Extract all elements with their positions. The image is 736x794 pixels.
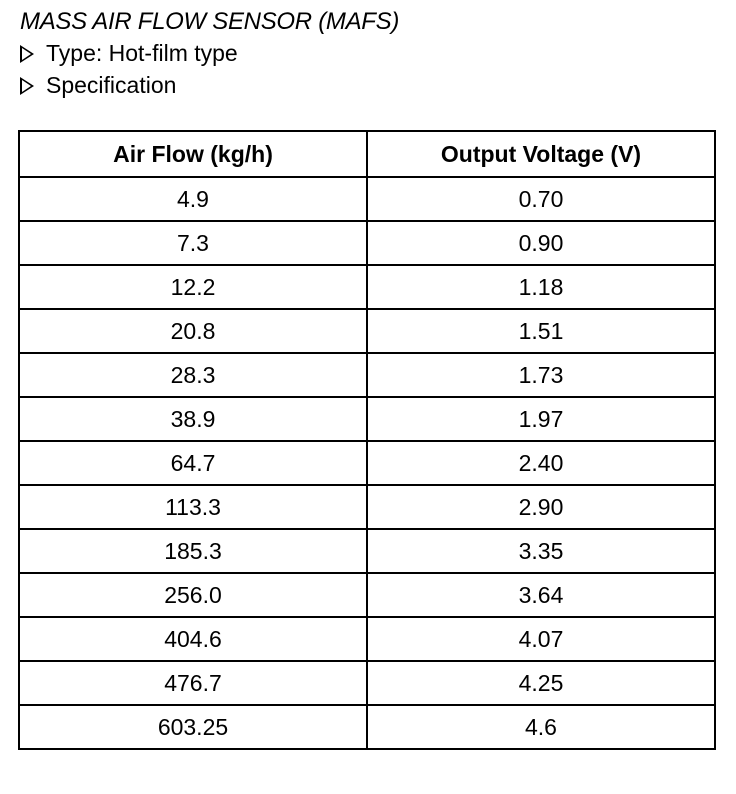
air-flow-cell: 256.0	[18, 572, 368, 618]
table-row: 64.7 2.40	[18, 440, 716, 486]
table-row: 28.3 1.73	[18, 352, 716, 398]
table-row: 20.8 1.51	[18, 308, 716, 354]
spec-table: Air Flow (kg/h) Output Voltage (V) 4.9 0.…	[18, 130, 716, 750]
air-flow-cell: 404.6	[18, 616, 368, 662]
output-voltage-cell: 0.70	[366, 176, 716, 222]
section-title: MASS AIR FLOW SENSOR (MAFS)	[20, 8, 400, 35]
table-row: 12.2 1.18	[18, 264, 716, 310]
output-voltage-cell: 4.25	[366, 660, 716, 706]
table-row: 404.6 4.07	[18, 616, 716, 662]
air-flow-cell: 476.7	[18, 660, 368, 706]
header-output-voltage: Output Voltage (V)	[366, 130, 716, 178]
table-row: 4.9 0.70	[18, 176, 716, 222]
output-voltage-cell: 1.18	[366, 264, 716, 310]
air-flow-cell: 20.8	[18, 308, 368, 354]
air-flow-cell: 64.7	[18, 440, 368, 486]
table-row: 476.7 4.25	[18, 660, 716, 706]
air-flow-cell: 38.9	[18, 396, 368, 442]
air-flow-cell: 4.9	[18, 176, 368, 222]
output-voltage-cell: 3.64	[366, 572, 716, 618]
air-flow-cell: 28.3	[18, 352, 368, 398]
output-voltage-cell: 0.90	[366, 220, 716, 266]
output-voltage-cell: 1.51	[366, 308, 716, 354]
table-row: 256.0 3.64	[18, 572, 716, 618]
bullet-text: Specification	[46, 72, 177, 98]
air-flow-cell: 113.3	[18, 484, 368, 530]
table-row: 38.9 1.97	[18, 396, 716, 442]
triangle-bullet-icon	[20, 44, 34, 63]
air-flow-cell: 185.3	[18, 528, 368, 574]
header-air-flow: Air Flow (kg/h)	[18, 130, 368, 178]
air-flow-cell: 7.3	[18, 220, 368, 266]
output-voltage-cell: 4.6	[366, 704, 716, 750]
table-header-row: Air Flow (kg/h) Output Voltage (V)	[18, 130, 716, 178]
air-flow-cell: 603.25	[18, 704, 368, 750]
output-voltage-cell: 1.97	[366, 396, 716, 442]
bullet-type: Type: Hot-film type	[20, 40, 238, 67]
output-voltage-cell: 3.35	[366, 528, 716, 574]
output-voltage-cell: 2.90	[366, 484, 716, 530]
bullet-specification: Specification	[20, 72, 176, 99]
output-voltage-cell: 2.40	[366, 440, 716, 486]
output-voltage-cell: 1.73	[366, 352, 716, 398]
air-flow-cell: 12.2	[18, 264, 368, 310]
table-row: 7.3 0.90	[18, 220, 716, 266]
table-row: 603.25 4.6	[18, 704, 716, 750]
triangle-bullet-icon	[20, 76, 34, 95]
table-row: 185.3 3.35	[18, 528, 716, 574]
output-voltage-cell: 4.07	[366, 616, 716, 662]
bullet-text: Type: Hot-film type	[46, 40, 238, 66]
table-row: 113.3 2.90	[18, 484, 716, 530]
